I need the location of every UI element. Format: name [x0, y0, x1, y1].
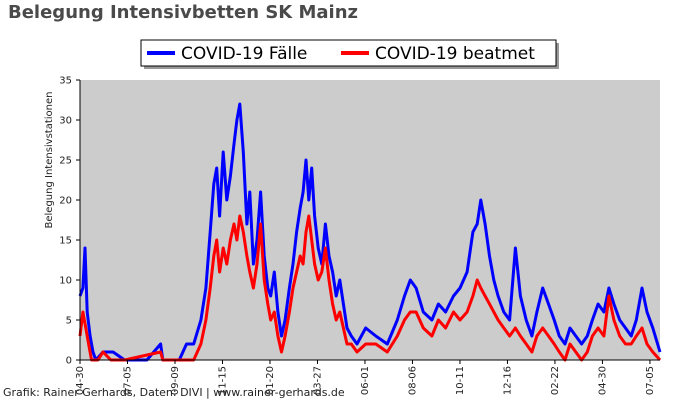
y-tick-label: 5 — [66, 316, 72, 327]
x-tick-label: 07-05 — [122, 366, 133, 395]
x-tick-label: 09-09 — [170, 366, 181, 395]
x-tick-label: 11-15 — [217, 366, 228, 395]
plot-background — [80, 80, 660, 360]
legend-label-faelle: COVID-19 Fälle — [181, 44, 307, 64]
legend: COVID-19 Fälle COVID-19 beatmet — [140, 39, 559, 69]
y-tick-label: 30 — [59, 116, 72, 127]
y-tick-label: 25 — [59, 156, 72, 167]
x-tick-label: 12-16 — [502, 366, 513, 395]
legend-label-beatmet: COVID-19 beatmet — [375, 44, 535, 64]
y-tick-label: 0 — [66, 356, 72, 367]
y-axis-label: Belegung Intensivstationen — [44, 91, 55, 228]
axis-layer: 0 5 10 15 20 25 30 35 04-30 07-05 09-09 11-15 01-20 0… — [59, 76, 660, 395]
x-tick-label: 02-22 — [550, 366, 561, 395]
series-layer — [78, 102, 662, 362]
x-tick-label: 07-05 — [645, 366, 656, 395]
x-tick-label: 04-30 — [75, 366, 86, 395]
y-tick-label: 15 — [59, 236, 72, 247]
x-tick-label: 06-01 — [360, 366, 371, 395]
series-line-faelle — [78, 102, 662, 362]
chart-title: Belegung Intensivbetten SK Mainz — [8, 2, 359, 23]
series-line-beatmet — [78, 214, 662, 362]
y-tick-label: 20 — [59, 196, 72, 207]
x-tick-label: 01-20 — [265, 366, 276, 395]
x-tick-label: 04-30 — [597, 366, 608, 395]
credit-line: Grafik: Rainer Gerhards, Daten: DIVI | w… — [3, 386, 345, 399]
y-tick-label: 10 — [59, 276, 72, 287]
x-tick-label: 08-06 — [407, 366, 418, 395]
x-tick-label: 10-11 — [455, 366, 466, 395]
y-tick-label: 35 — [59, 76, 72, 87]
x-tick-label: 03-27 — [312, 366, 323, 395]
